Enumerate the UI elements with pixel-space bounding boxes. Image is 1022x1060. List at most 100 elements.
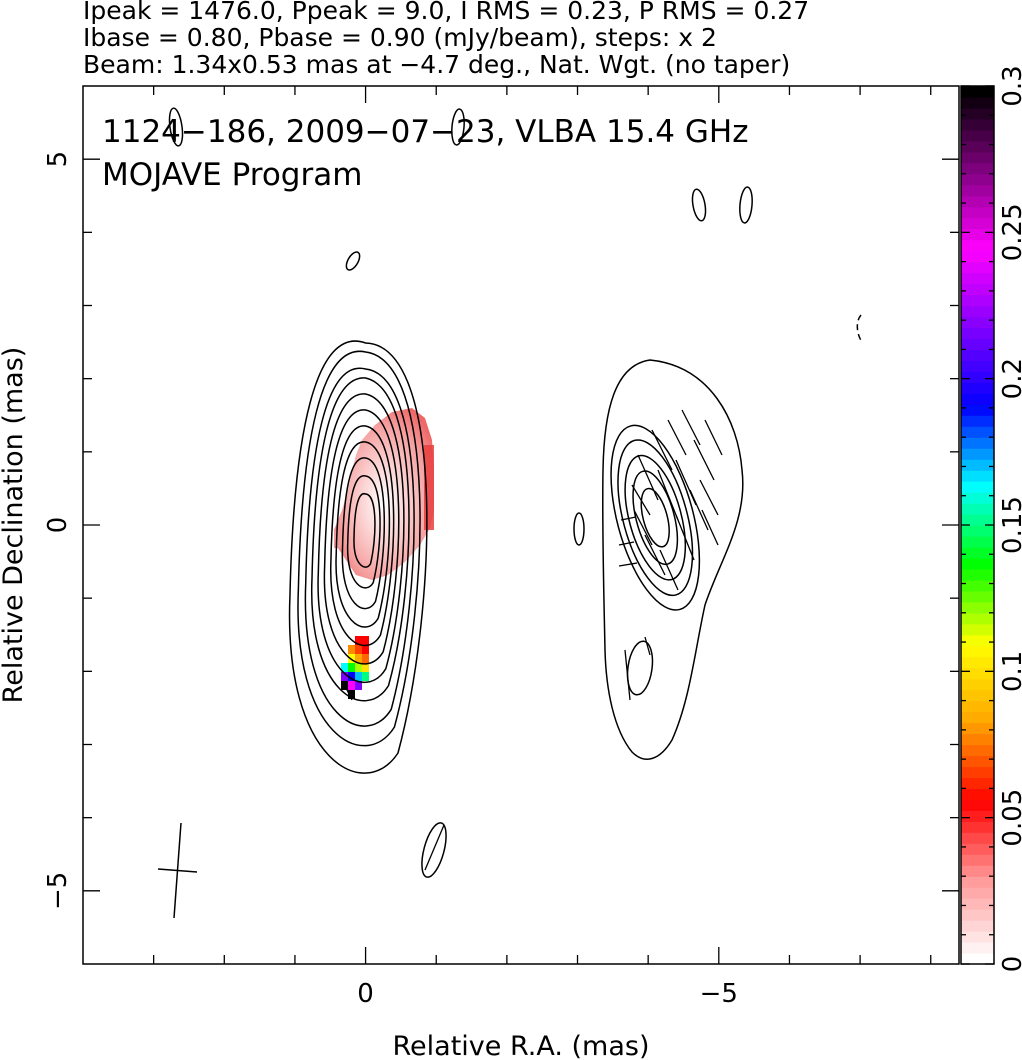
colorbar-tick-label: 0.05 xyxy=(998,789,1022,847)
y-axis-label: Relative Declination (mas) xyxy=(0,347,29,704)
colorbar-step xyxy=(961,525,994,537)
colorbar-step xyxy=(961,371,994,383)
core-contour xyxy=(304,367,415,727)
colorbar-step xyxy=(961,953,994,965)
colorbar-step xyxy=(961,96,994,109)
colorbar-tick-label: 0.2 xyxy=(998,358,1022,399)
colorbar-step xyxy=(961,261,994,274)
colorbar-tick-label: 0.1 xyxy=(998,651,1022,692)
core-contour xyxy=(297,350,421,747)
colorbar-step xyxy=(961,316,994,329)
core-contour xyxy=(335,441,391,628)
core-contours xyxy=(288,340,428,774)
colorbar-step xyxy=(961,382,994,394)
colorbar-step xyxy=(961,810,994,822)
colorbar-step xyxy=(961,557,994,570)
colorbar-tick-labels: 0 0.05 0.1 0.15 0.2 0.25 0.3 xyxy=(998,65,1022,972)
axis-ticks xyxy=(83,86,959,964)
colorbar-step xyxy=(961,920,994,932)
colorbar-step xyxy=(961,656,994,669)
colorbar-step xyxy=(961,492,994,504)
noise-contour xyxy=(345,251,361,271)
colorbar-step xyxy=(961,711,994,724)
colorbar-step xyxy=(961,689,994,702)
colorbar-step xyxy=(961,777,994,789)
jet-contour xyxy=(617,439,694,597)
colorbar-step xyxy=(961,832,994,844)
colorbar-step xyxy=(961,360,994,372)
jet-contour xyxy=(624,454,687,581)
noise-contour xyxy=(168,107,184,147)
colorbar-step xyxy=(961,514,994,526)
colorbar-step xyxy=(961,909,994,921)
polarization-patch xyxy=(341,636,369,699)
intensity-contours xyxy=(168,107,863,878)
colorbar-step xyxy=(961,404,994,416)
colorbar-step xyxy=(961,799,994,811)
colorbar-step xyxy=(961,107,994,120)
beam-marker xyxy=(157,822,198,919)
chart-title: 1124−186, 2009−07−23, VLBA 15.4 GHz xyxy=(102,114,748,150)
colorbar-step xyxy=(961,865,994,877)
colorbar-step xyxy=(961,821,994,833)
core-edge-left xyxy=(334,530,344,548)
colorbar-step xyxy=(961,942,994,954)
core-contour xyxy=(330,425,395,647)
core-contour xyxy=(323,409,400,665)
colorbar-step xyxy=(961,744,994,757)
colorbar-step xyxy=(961,272,994,285)
axis-tick-labels: 0 −5 5 0 −5 xyxy=(43,151,738,1009)
colorbar-step xyxy=(961,503,994,515)
colorbar-step xyxy=(961,546,994,559)
colorbar-step xyxy=(961,151,994,164)
colorbar-step xyxy=(961,535,994,548)
noise-contour xyxy=(451,108,465,146)
colorbar-step xyxy=(961,623,994,636)
evpa-vectors xyxy=(345,409,723,871)
chart-subtitle: MOJAVE Program xyxy=(102,157,362,193)
colorbar-step xyxy=(961,228,994,241)
y-tick-label: 0 xyxy=(43,517,73,534)
core-contour xyxy=(346,475,381,589)
colorbar-step xyxy=(961,590,994,603)
colorbar-step xyxy=(961,195,994,208)
colorbar-step xyxy=(961,470,994,482)
colorbar-step xyxy=(961,854,994,866)
colorbar-step xyxy=(961,140,994,153)
colorbar-step xyxy=(961,283,994,296)
colorbar-step xyxy=(961,755,994,768)
colorbar-tick-label: 0.15 xyxy=(998,496,1022,554)
colorbar-step xyxy=(961,118,994,131)
colorbar-step xyxy=(961,931,994,943)
header-line-2: Ibase = 0.80, Pbase = 0.90 (mJy/beam), s… xyxy=(83,23,717,52)
jet-contour xyxy=(640,487,670,548)
noise-contour xyxy=(421,822,447,878)
colorbar-step xyxy=(961,415,994,427)
jet-outer-contour xyxy=(601,359,744,760)
core-contour xyxy=(288,340,428,774)
colorbar-step xyxy=(961,426,994,438)
noise-contour xyxy=(691,188,707,222)
colorbar-tick-label: 0 xyxy=(998,956,1022,973)
colorbar-step xyxy=(961,294,994,307)
colorbar-step xyxy=(961,568,994,581)
noise-contour-dashed xyxy=(856,314,863,343)
jet-contour xyxy=(610,424,701,611)
colorbar-step xyxy=(961,173,994,186)
colorbar-step xyxy=(961,678,994,691)
colorbar-step xyxy=(961,305,994,318)
colorbar-step xyxy=(961,843,994,855)
y-tick-label: −5 xyxy=(43,872,73,910)
colorbar-step xyxy=(961,349,994,361)
colorbar-step xyxy=(961,722,994,735)
header-line-1: Ipeak = 1476.0, Ppeak = 9.0, I RMS = 0.2… xyxy=(83,0,809,25)
colorbar-step xyxy=(961,217,994,230)
plot-frame xyxy=(82,85,960,965)
colorbar-step xyxy=(961,184,994,197)
colorbar-tick-label: 0.25 xyxy=(998,203,1022,261)
jet-contour xyxy=(632,470,679,566)
core-edge-red xyxy=(424,445,434,530)
colorbar-step xyxy=(961,667,994,680)
colorbar-step xyxy=(961,612,994,625)
